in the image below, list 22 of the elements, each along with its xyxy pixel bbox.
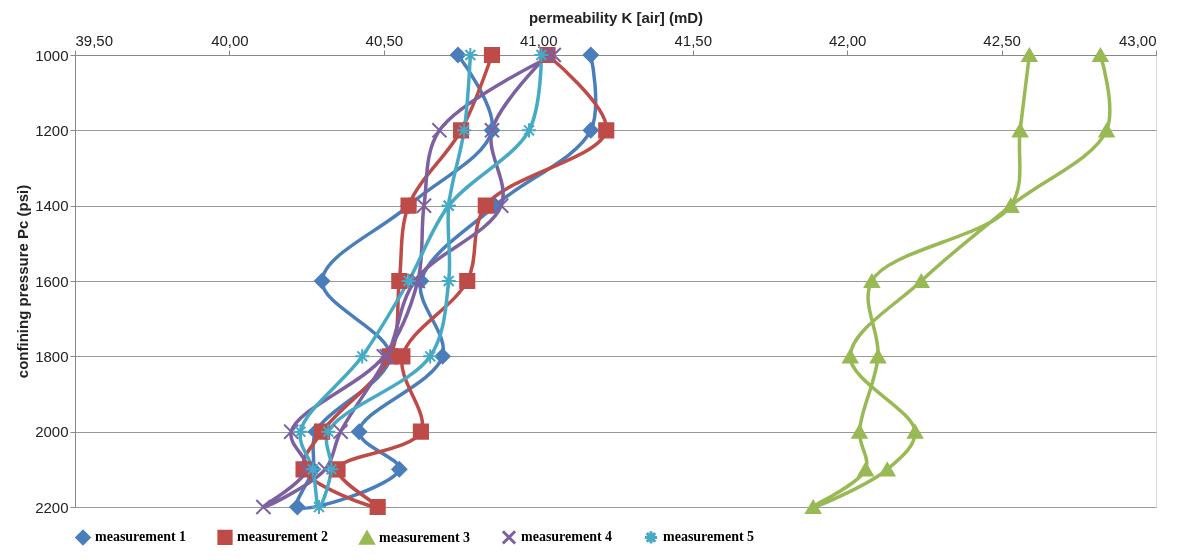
legend-label: measurement 3	[379, 529, 471, 545]
x-tick-label: 41,50	[674, 31, 712, 49]
y-tick-label: 1600	[35, 272, 69, 290]
x-tick-label: 40,50	[365, 31, 404, 49]
x-tick-label: 42,50	[983, 31, 1021, 49]
y-tick-label: 1400	[35, 197, 69, 215]
x-tick-label: 43,00	[1118, 31, 1157, 49]
legend-label: measurement 4	[521, 529, 613, 545]
x-axis-title: permeability K [air] (mD)	[528, 8, 704, 26]
x-tick-label: 39,50	[75, 31, 114, 49]
y-tick-label: 2200	[35, 498, 69, 516]
legend-label: measurement 5	[663, 529, 755, 545]
x-tick-label: 40,00	[211, 31, 249, 49]
x-tick-label: 42,00	[828, 31, 867, 49]
y-tick-label: 1200	[35, 121, 69, 139]
y-tick-label: 1000	[35, 46, 69, 64]
legend-label: measurement 1	[95, 529, 187, 545]
y-tick-label: 1800	[35, 347, 69, 365]
x-tick-label: 41,00	[520, 31, 558, 49]
legend-label: measurement 2	[237, 529, 329, 545]
y-tick-label: 2000	[35, 423, 69, 441]
y-axis-title: confining pressure Pc (psi)	[14, 184, 32, 379]
